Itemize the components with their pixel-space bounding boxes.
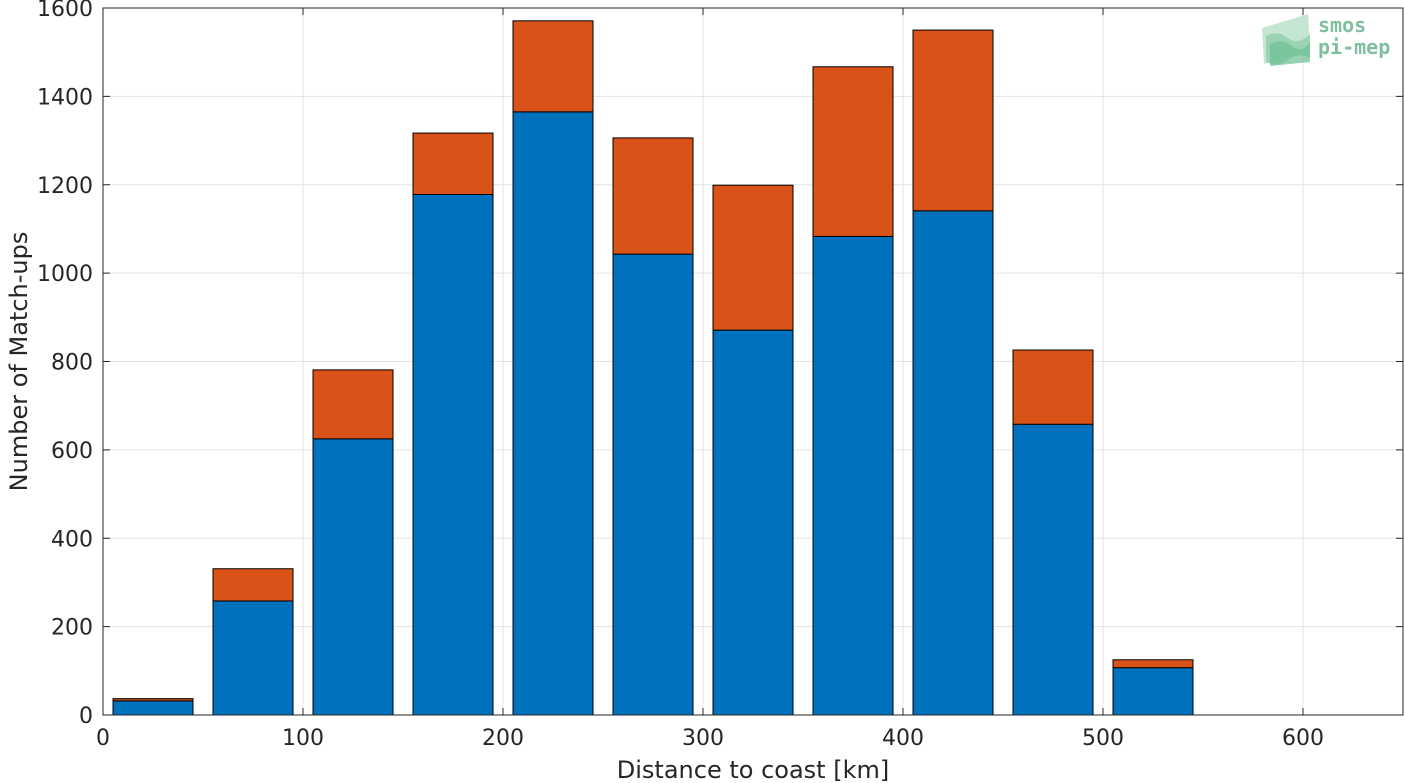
bar-segment-series-2 bbox=[112, 698, 194, 702]
bar-segment-series-1 bbox=[412, 193, 494, 716]
bar-segment-series-2 bbox=[812, 66, 894, 237]
x-tick-label: 0 bbox=[96, 726, 110, 751]
bar-segment-series-1 bbox=[612, 253, 694, 716]
bar-segment-series-1 bbox=[712, 329, 794, 716]
bar-segment-series-2 bbox=[212, 568, 294, 602]
y-tick-label: 1400 bbox=[37, 85, 93, 110]
logo-waves-icon bbox=[1262, 14, 1310, 66]
x-tick-label: 400 bbox=[882, 726, 924, 751]
x-tick-label: 500 bbox=[1082, 726, 1124, 751]
y-tick-label: 1200 bbox=[37, 174, 93, 199]
y-tick-label: 1000 bbox=[37, 262, 93, 287]
bar-segment-series-2 bbox=[312, 369, 394, 440]
x-tick-label: 300 bbox=[682, 726, 724, 751]
bar-segment-series-2 bbox=[1012, 349, 1094, 425]
bar-segment-series-1 bbox=[512, 111, 594, 716]
y-tick-label: 400 bbox=[51, 527, 93, 552]
bar-segment-series-1 bbox=[812, 235, 894, 716]
bar-segment-series-2 bbox=[912, 29, 994, 212]
y-tick-label: 800 bbox=[51, 351, 93, 376]
bar-segment-series-1 bbox=[112, 700, 194, 716]
y-axis-label: Number of Match-ups bbox=[5, 232, 33, 492]
smos-pi-mep-logo: smos pi-mep bbox=[1262, 13, 1390, 66]
bar-segment-series-2 bbox=[512, 20, 594, 113]
y-tick-label: 1600 bbox=[37, 0, 93, 22]
bar-segment-series-2 bbox=[1112, 659, 1194, 669]
y-tick-label: 200 bbox=[51, 616, 93, 641]
x-axis-label: Distance to coast [km] bbox=[617, 756, 889, 783]
bar-segment-series-2 bbox=[612, 137, 694, 255]
logo-line-2: pi-mep bbox=[1318, 35, 1390, 59]
ticks: 0 100 200 300 400 500 600 0 200 400 600 800 1000 1200… bbox=[37, 0, 1403, 751]
bar-segment-series-1 bbox=[1112, 667, 1194, 716]
x-tick-label: 600 bbox=[1282, 726, 1324, 751]
bar-segment-series-1 bbox=[312, 438, 394, 716]
logo-line-1: smos bbox=[1318, 13, 1366, 37]
x-tick-label: 100 bbox=[282, 726, 324, 751]
x-tick-label: 200 bbox=[482, 726, 524, 751]
bar-segment-series-1 bbox=[212, 600, 294, 716]
bar-segment-series-1 bbox=[1012, 423, 1094, 716]
bars bbox=[112, 20, 1194, 716]
bar-segment-series-2 bbox=[412, 132, 494, 195]
bar-segment-series-2 bbox=[712, 184, 794, 331]
y-tick-label: 600 bbox=[51, 439, 93, 464]
y-tick-label: 0 bbox=[79, 704, 93, 729]
bar-segment-series-1 bbox=[912, 210, 994, 716]
